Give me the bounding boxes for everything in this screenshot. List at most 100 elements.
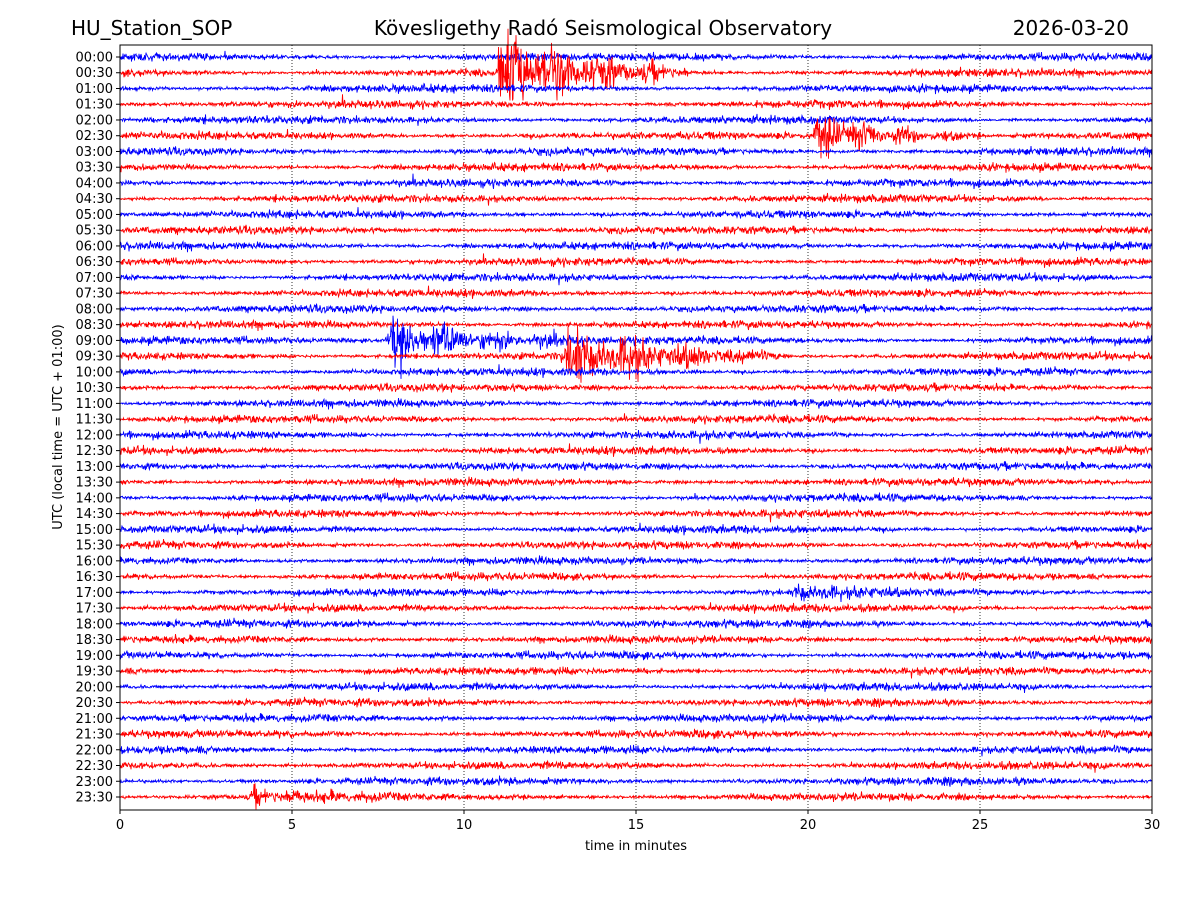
x-axis: 0 5 10 15 20 25 30 — [116, 810, 1160, 833]
trace-1330 — [119, 476, 1153, 488]
trace-2100 — [119, 712, 1153, 724]
trace-2330 — [119, 783, 1153, 810]
y-tick-label: 14:00 — [76, 491, 113, 506]
x-tick-label: 20 — [800, 818, 817, 833]
trace-1730 — [119, 602, 1153, 614]
trace-0430 — [119, 192, 1153, 206]
trace-0630 — [119, 253, 1153, 268]
y-tick-label: 23:30 — [76, 791, 113, 806]
y-tick-label: 06:00 — [76, 239, 113, 254]
trace-2200 — [119, 744, 1153, 757]
y-tick-label: 10:30 — [76, 381, 113, 396]
y-axis-label: UTC (local time = UTC + 01:00) — [51, 324, 66, 529]
y-tick-label: 08:00 — [76, 302, 113, 317]
y-tick-label: 12:30 — [76, 444, 113, 459]
trace-1100 — [119, 397, 1153, 410]
trace-0700 — [119, 271, 1153, 286]
grid-lines — [291, 45, 981, 810]
y-tick-label: 02:30 — [76, 129, 113, 144]
y-tick-label: 03:00 — [76, 145, 113, 160]
trace-1930 — [119, 666, 1153, 679]
trace-1300 — [119, 461, 1153, 472]
traces — [119, 28, 1153, 810]
trace-0930 — [119, 324, 1153, 383]
y-tick-label: 06:30 — [76, 255, 113, 270]
y-tick-label: 16:00 — [76, 554, 113, 569]
trace-1230 — [119, 443, 1153, 457]
trace-2030 — [119, 696, 1153, 708]
y-tick-label: 18:30 — [76, 633, 113, 648]
trace-1200 — [119, 429, 1153, 444]
y-tick-label: 15:00 — [76, 523, 113, 538]
trace-1600 — [119, 555, 1153, 567]
y-tick-label: 20:00 — [76, 680, 113, 695]
trace-1430 — [120, 508, 1153, 523]
trace-2000 — [119, 681, 1153, 694]
title-observatory: Kövesligethy Radó Seismological Observat… — [374, 16, 832, 40]
x-tick-label: 15 — [628, 818, 645, 833]
y-tick-label: 20:30 — [76, 696, 113, 711]
y-tick-label: 01:00 — [76, 82, 113, 97]
trace-0830 — [119, 318, 1153, 332]
trace-2300 — [119, 775, 1153, 787]
x-tick-label: 10 — [456, 818, 473, 833]
y-tick-label: 05:00 — [76, 208, 113, 223]
y-tick-label: 12:00 — [76, 428, 113, 443]
y-tick-label: 18:00 — [76, 617, 113, 632]
y-tick-label: 07:30 — [76, 287, 113, 302]
y-tick-label: 23:00 — [76, 775, 113, 790]
y-tick-label: 19:30 — [76, 665, 113, 680]
y-tick-label: 21:30 — [76, 728, 113, 743]
trace-0330 — [119, 161, 1153, 173]
trace-1000 — [119, 364, 1153, 378]
y-tick-label: 16:30 — [76, 570, 113, 585]
y-tick-label: 11:30 — [76, 413, 113, 428]
y-tick-label: 04:00 — [76, 176, 113, 191]
trace-0100 — [119, 82, 1153, 95]
trace-1800 — [119, 617, 1153, 629]
trace-2130 — [119, 728, 1153, 740]
y-tick-label: 00:00 — [76, 51, 113, 66]
y-tick-label: 17:30 — [76, 602, 113, 617]
x-tick-label: 5 — [288, 818, 296, 833]
title-station: HU_Station_SOP — [71, 16, 232, 40]
y-tick-label: 15:30 — [76, 539, 113, 554]
trace-1130 — [119, 413, 1153, 425]
trace-1030 — [119, 382, 1153, 394]
x-tick-label: 30 — [1144, 818, 1161, 833]
y-tick-label: 21:00 — [76, 712, 113, 727]
x-tick-label: 25 — [972, 818, 989, 833]
trace-1830 — [119, 633, 1153, 646]
trace-0000 — [119, 50, 1153, 62]
trace-0500 — [119, 207, 1153, 220]
y-tick-label: 14:30 — [76, 507, 113, 522]
y-tick-label: 05:30 — [76, 224, 113, 239]
y-tick-label: 22:00 — [76, 743, 113, 758]
y-tick-label: 19:00 — [76, 649, 113, 664]
trace-1530 — [119, 538, 1153, 551]
y-tick-label: 08:30 — [76, 318, 113, 333]
y-tick-label: 13:00 — [76, 460, 113, 475]
y-tick-label: 07:00 — [76, 271, 113, 286]
y-tick-label: 13:30 — [76, 476, 113, 491]
trace-1630 — [119, 570, 1153, 582]
title-date: 2026-03-20 — [1013, 16, 1129, 40]
y-tick-label: 04:30 — [76, 192, 113, 207]
y-tick-label: 10:00 — [76, 365, 113, 380]
y-axis: 00:0000:3001:0001:3002:0002:3003:0003:30… — [76, 51, 120, 806]
trace-0030 — [119, 28, 1153, 101]
y-tick-label: 22:30 — [76, 759, 113, 774]
y-tick-label: 02:00 — [76, 113, 113, 128]
y-tick-label: 09:00 — [76, 334, 113, 349]
trace-0400 — [119, 173, 1152, 190]
x-axis-label: time in minutes — [585, 839, 687, 854]
trace-1500 — [119, 522, 1153, 536]
x-tick-label: 0 — [116, 818, 124, 833]
trace-0200 — [119, 113, 1153, 126]
trace-0900 — [119, 315, 1153, 379]
trace-0800 — [119, 303, 1153, 315]
trace-1400 — [119, 491, 1153, 503]
y-tick-label: 17:00 — [76, 586, 113, 601]
trace-0130 — [119, 94, 1153, 111]
